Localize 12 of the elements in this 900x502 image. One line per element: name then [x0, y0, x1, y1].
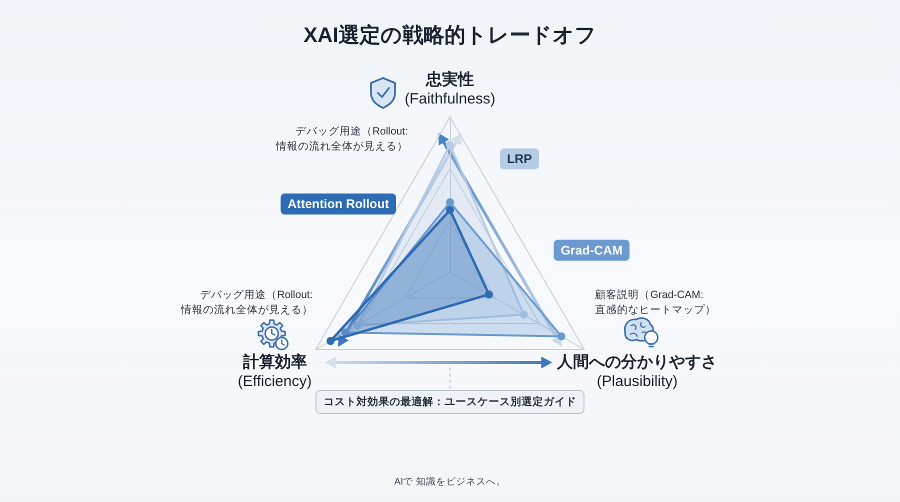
text: AIで 知識をビジネスへ。: [394, 476, 506, 488]
text: Attention Rollout: [288, 197, 390, 211]
spoke-label: 人間への分かりやすさ (Plausibility): [556, 353, 718, 390]
text: デバッグ用途（Rollout: 情報の流れ全体が見える）: [180, 289, 313, 316]
text: Grad-CAM: [560, 243, 623, 258]
chart-title: XAI選定の戦略的トレードオフ: [303, 23, 597, 47]
text: 顧客説明（Grad-CAM: 直感的なヒートマップ）: [595, 288, 716, 316]
text: コスト対効果の最適解：ユースケース別選定ガイド: [324, 395, 576, 408]
text: デバッグ用途（Rollout: 情報の流れ全体が見える）: [275, 126, 408, 152]
spoke-label: 忠実性 (Faithfulness): [404, 70, 496, 108]
spoke-label: 計算効率 (Efficiency): [238, 352, 312, 390]
text: LRP: [507, 152, 532, 166]
